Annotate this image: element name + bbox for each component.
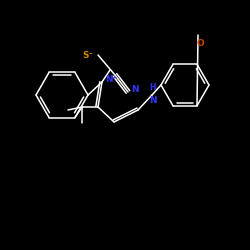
Text: N: N <box>131 86 138 94</box>
Text: N: N <box>149 96 157 105</box>
Text: H: H <box>150 83 156 92</box>
Text: O: O <box>196 39 204 48</box>
Text: S⁻: S⁻ <box>83 50 94 59</box>
Text: N⁺: N⁺ <box>105 76 117 84</box>
